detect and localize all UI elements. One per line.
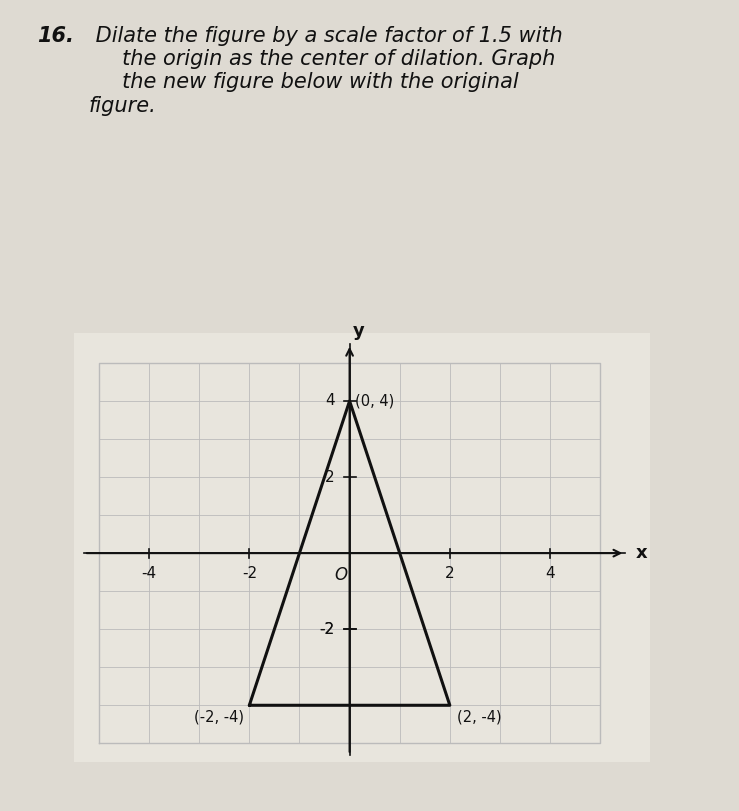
Text: 2: 2 bbox=[325, 470, 335, 484]
Text: Dilate the figure by a scale factor of 1.5 with
     the origin as the center of: Dilate the figure by a scale factor of 1… bbox=[89, 26, 562, 115]
Text: (0, 4): (0, 4) bbox=[355, 393, 394, 409]
Text: -2: -2 bbox=[242, 566, 257, 581]
Text: -2: -2 bbox=[319, 622, 335, 637]
Text: y: y bbox=[353, 322, 364, 340]
Text: (2, -4): (2, -4) bbox=[457, 709, 502, 724]
Text: (-2, -4): (-2, -4) bbox=[194, 709, 245, 724]
Text: O: O bbox=[334, 566, 347, 585]
Text: 16.: 16. bbox=[37, 26, 74, 46]
Text: 4: 4 bbox=[325, 393, 335, 409]
Text: -2: -2 bbox=[319, 622, 335, 637]
Text: -4: -4 bbox=[142, 566, 157, 581]
Text: 2: 2 bbox=[445, 566, 454, 581]
Text: x: x bbox=[636, 544, 647, 562]
Text: 4: 4 bbox=[545, 566, 555, 581]
